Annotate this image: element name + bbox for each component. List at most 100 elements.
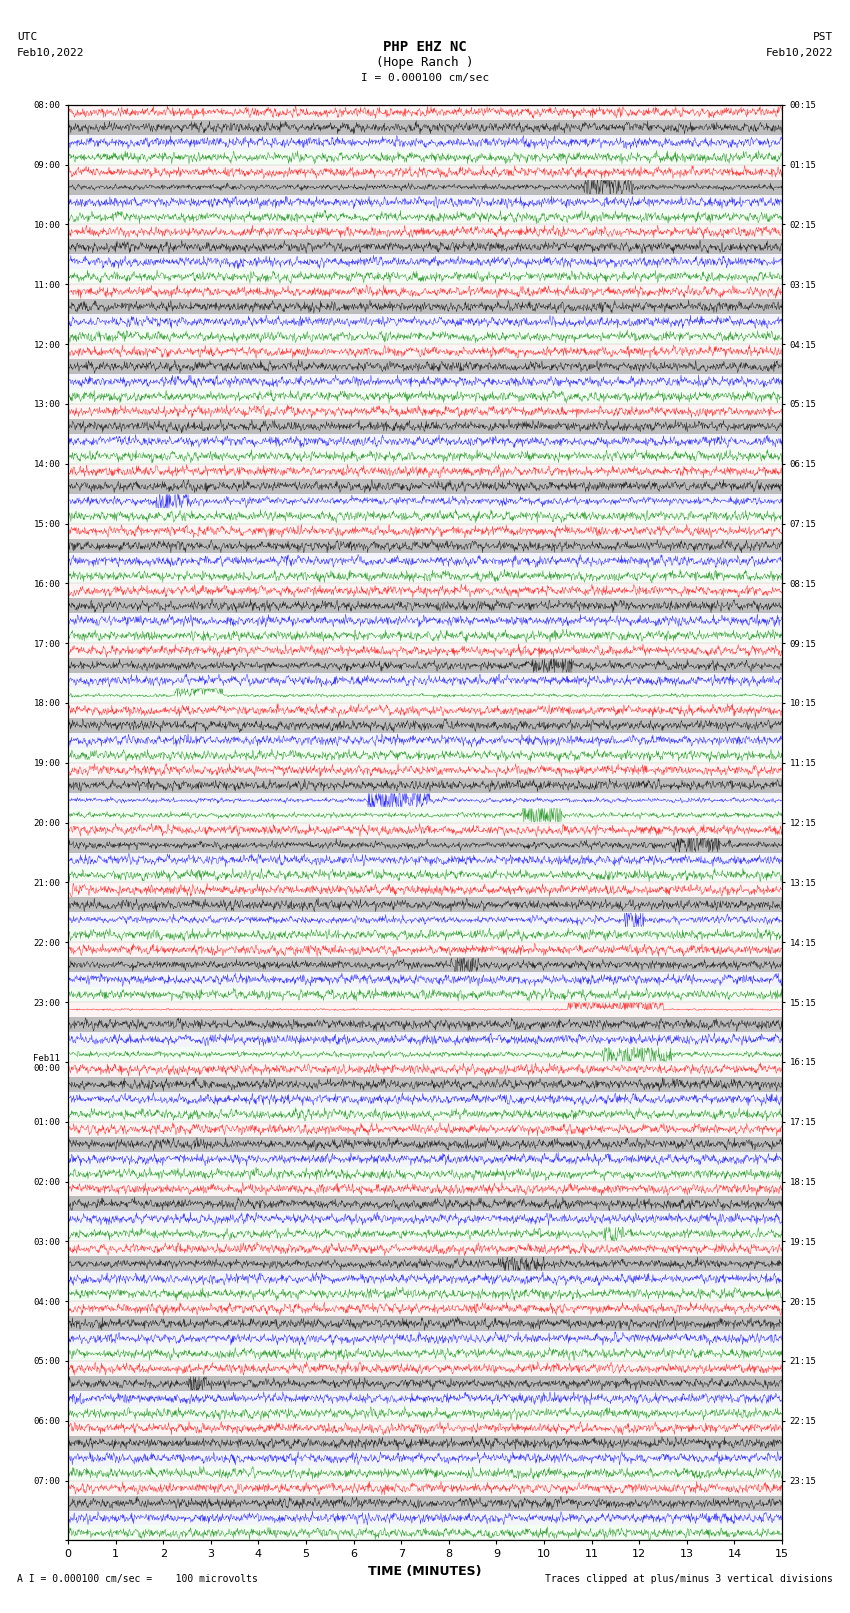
Bar — [68, 119, 782, 135]
Bar — [68, 448, 782, 465]
Bar — [68, 868, 782, 882]
Bar — [68, 1137, 782, 1152]
Bar — [68, 1466, 782, 1481]
Bar — [68, 179, 782, 195]
Bar — [68, 224, 782, 239]
Bar — [68, 1407, 782, 1421]
Bar — [68, 1018, 782, 1032]
Bar — [68, 703, 782, 718]
Bar — [68, 613, 782, 627]
Bar — [68, 553, 782, 568]
Bar — [68, 1061, 782, 1077]
Bar — [68, 315, 782, 329]
Bar — [68, 1166, 782, 1181]
Bar — [68, 210, 782, 224]
Bar — [68, 792, 782, 808]
Bar — [68, 1481, 782, 1495]
Bar — [68, 524, 782, 539]
Bar — [68, 1450, 782, 1466]
Text: I = 0.000100 cm/sec: I = 0.000100 cm/sec — [361, 73, 489, 82]
Bar — [68, 1436, 782, 1450]
Bar — [68, 927, 782, 942]
Bar — [68, 853, 782, 868]
Text: Traces clipped at plus/minus 3 vertical divisions: Traces clipped at plus/minus 3 vertical … — [545, 1574, 833, 1584]
Bar — [68, 360, 782, 374]
Bar — [68, 539, 782, 553]
Bar — [68, 644, 782, 658]
Bar — [68, 673, 782, 689]
Bar — [68, 987, 782, 1002]
Bar — [68, 269, 782, 284]
Bar — [68, 777, 782, 792]
Bar — [68, 150, 782, 165]
Bar — [68, 374, 782, 389]
Bar — [68, 913, 782, 927]
Text: PHP EHZ NC: PHP EHZ NC — [383, 40, 467, 55]
Bar — [68, 105, 782, 119]
Bar — [68, 1242, 782, 1257]
Bar — [68, 1211, 782, 1226]
Bar — [68, 584, 782, 598]
Bar — [68, 568, 782, 584]
Bar — [68, 494, 782, 508]
Bar — [68, 882, 782, 897]
Bar — [68, 1361, 782, 1376]
Text: A I = 0.000100 cm/sec =    100 microvolts: A I = 0.000100 cm/sec = 100 microvolts — [17, 1574, 258, 1584]
Bar — [68, 135, 782, 150]
Text: (Hope Ranch ): (Hope Ranch ) — [377, 56, 473, 69]
Bar — [68, 1121, 782, 1137]
Bar — [68, 1197, 782, 1211]
Bar — [68, 808, 782, 823]
Text: Feb10,2022: Feb10,2022 — [766, 48, 833, 58]
Bar — [68, 1107, 782, 1121]
Bar — [68, 1032, 782, 1047]
Bar — [68, 1047, 782, 1061]
Bar — [68, 1331, 782, 1345]
Bar — [68, 897, 782, 913]
Bar — [68, 465, 782, 479]
Bar — [68, 1226, 782, 1242]
Bar — [68, 598, 782, 613]
Bar — [68, 1302, 782, 1316]
Text: Feb10,2022: Feb10,2022 — [17, 48, 84, 58]
Bar — [68, 689, 782, 703]
Bar — [68, 973, 782, 987]
Bar — [68, 1181, 782, 1197]
Bar — [68, 329, 782, 344]
Bar — [68, 957, 782, 973]
Bar — [68, 763, 782, 777]
Bar — [68, 1257, 782, 1271]
Bar — [68, 300, 782, 315]
Bar — [68, 1345, 782, 1361]
Bar — [68, 732, 782, 748]
Bar — [68, 1286, 782, 1302]
Bar — [68, 837, 782, 853]
Bar — [68, 748, 782, 763]
Text: PST: PST — [813, 32, 833, 42]
Bar — [68, 239, 782, 255]
Bar — [68, 508, 782, 524]
Bar — [68, 255, 782, 269]
Bar — [68, 344, 782, 360]
Bar — [68, 195, 782, 210]
Bar — [68, 389, 782, 403]
Bar — [68, 284, 782, 300]
Bar — [68, 1316, 782, 1331]
Bar — [68, 1077, 782, 1092]
Bar — [68, 403, 782, 419]
Bar — [68, 1152, 782, 1166]
Bar — [68, 479, 782, 494]
Bar — [68, 165, 782, 179]
Bar — [68, 1510, 782, 1526]
Bar — [68, 942, 782, 957]
Bar — [68, 1421, 782, 1436]
Bar — [68, 1271, 782, 1286]
Bar — [68, 1526, 782, 1540]
Text: UTC: UTC — [17, 32, 37, 42]
Bar — [68, 419, 782, 434]
Bar — [68, 627, 782, 644]
X-axis label: TIME (MINUTES): TIME (MINUTES) — [368, 1565, 482, 1578]
Bar — [68, 1390, 782, 1407]
Bar — [68, 718, 782, 732]
Bar — [68, 1002, 782, 1018]
